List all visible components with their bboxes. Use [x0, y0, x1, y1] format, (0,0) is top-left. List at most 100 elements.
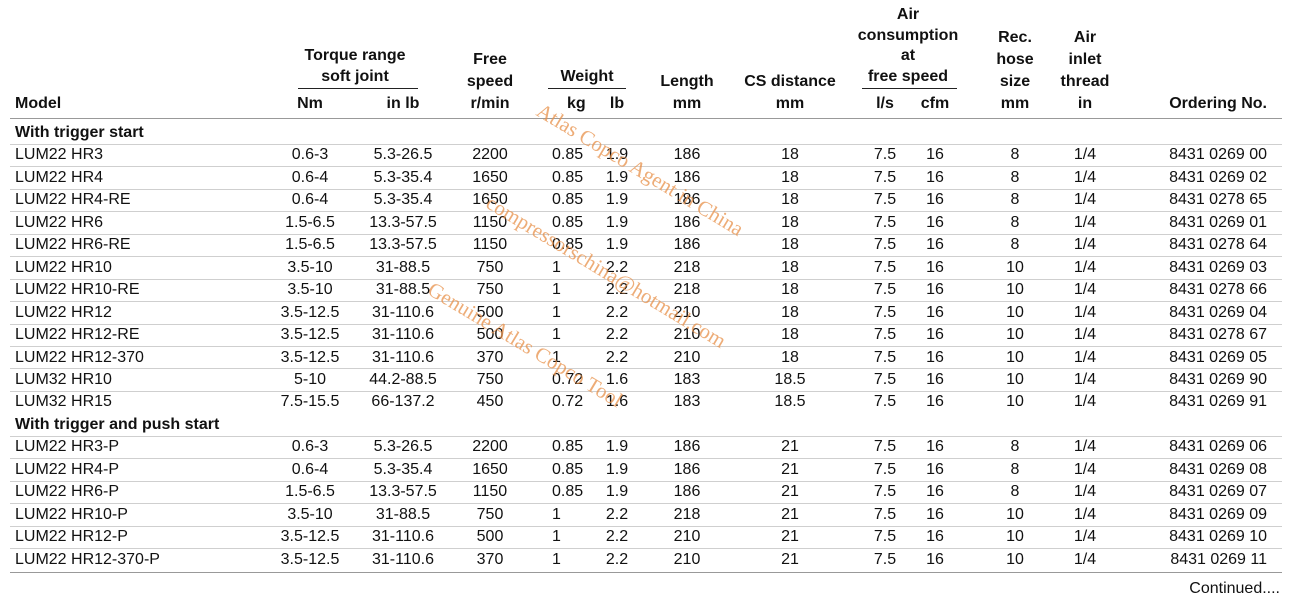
row-rule [10, 435, 1282, 437]
table-cell: 1 [552, 303, 561, 321]
table-cell: 186 [673, 483, 701, 501]
table-cell: 21 [781, 438, 799, 456]
table-cell: 186 [673, 236, 701, 254]
table-cell: 2.2 [605, 303, 629, 321]
table-cell: 7.5 [873, 438, 897, 456]
table-cell: 8431 0269 10 [1169, 528, 1267, 546]
table-cell: 18 [781, 168, 799, 186]
table-cell: 7.5 [873, 348, 897, 366]
table-cell: LUM22 HR12-P [15, 528, 128, 546]
table-cell: 2200 [472, 146, 508, 164]
watermark: Genuine Atlas Copco Tool [423, 276, 627, 413]
table-cell: 18 [781, 146, 799, 164]
table-cell: 16 [926, 550, 944, 568]
table-cell: 13.3-57.5 [369, 236, 437, 254]
header-cell: hose [996, 51, 1034, 68]
table-cell: LUM22 HR4 [15, 168, 104, 186]
table-cell: 1.9 [605, 460, 629, 478]
table-cell: 8431 0269 02 [1169, 168, 1267, 186]
table-cell: 16 [926, 303, 944, 321]
header-cell: Free [473, 51, 507, 68]
table-cell: 750 [476, 281, 504, 299]
table-cell: 1.6 [605, 370, 629, 388]
table-cell: 0.72 [552, 393, 584, 411]
table-cell: 1/4 [1073, 393, 1097, 411]
table-cell: 0.85 [552, 438, 584, 456]
table-cell: 16 [926, 191, 944, 209]
header-group: Weight [560, 68, 614, 85]
table-cell: 0.85 [552, 146, 584, 164]
row-rule [10, 301, 1282, 303]
table-cell: 1.9 [605, 438, 629, 456]
table-cell: 10 [1006, 281, 1024, 299]
table-cell: LUM32 HR15 [15, 393, 112, 411]
header-cell: thread [1060, 73, 1110, 90]
table-cell: 7.5 [873, 370, 897, 388]
table-cell: 210 [673, 326, 701, 344]
header-group: Torque range [304, 47, 406, 65]
table-cell: 8431 0269 04 [1169, 303, 1267, 321]
table-cell: 8431 0269 09 [1169, 505, 1267, 523]
table-cell: 7.5 [873, 528, 897, 546]
table-cell: 7.5-15.5 [280, 393, 340, 411]
table-cell: 21 [781, 483, 799, 501]
header-cell: inlet [1068, 51, 1102, 68]
table-cell: 7.5 [873, 236, 897, 254]
table-cell: 8431 0278 65 [1169, 191, 1267, 209]
table-cell: 10 [1006, 505, 1024, 523]
table-cell: 31-110.6 [372, 550, 434, 568]
header-cell: r/min [470, 95, 510, 112]
table-cell: 1.9 [605, 236, 629, 254]
table-cell: 18 [781, 258, 799, 276]
row-rule [10, 525, 1282, 527]
table-cell: 18 [781, 348, 799, 366]
table-cell: 1.5-6.5 [285, 236, 335, 254]
row-rule [10, 188, 1282, 190]
table-cell: 31-88.5 [375, 505, 431, 523]
table-cell: 8431 0269 01 [1169, 213, 1267, 231]
table-cell: 8 [1010, 438, 1020, 456]
table-cell: 2.2 [605, 505, 629, 523]
table-cell: 210 [673, 348, 701, 366]
table-cell: 7.5 [873, 303, 897, 321]
table-cell: 1150 [472, 213, 508, 231]
header-cell: l/s [876, 95, 894, 112]
table-cell: 1.5-6.5 [285, 483, 335, 501]
row-rule [10, 256, 1282, 258]
table-cell: LUM22 HR12-RE [15, 326, 140, 344]
row-rule [10, 143, 1282, 145]
table-cell: 7.5 [873, 550, 897, 568]
table-cell: 16 [926, 281, 944, 299]
footer-note: Continued.... [1189, 580, 1280, 597]
table-cell: 8 [1010, 236, 1020, 254]
table-cell: 16 [926, 348, 944, 366]
table-cell: 31-110.6 [372, 528, 434, 546]
table-cell: 16 [926, 213, 944, 231]
table-cell: 18 [781, 326, 799, 344]
table-cell: 8431 0269 03 [1169, 258, 1267, 276]
table-cell: 1 [552, 505, 561, 523]
header-cell: in lb [386, 95, 420, 112]
table-cell: LUM22 HR10 [15, 258, 112, 276]
table-cell: 5.3-35.4 [373, 168, 433, 186]
table-cell: 5.3-26.5 [373, 438, 433, 456]
table-cell: 1 [552, 281, 561, 299]
table-cell: 8431 0269 08 [1169, 460, 1267, 478]
table-cell: 210 [673, 303, 701, 321]
table-cell: 8431 0269 07 [1169, 483, 1267, 501]
table-cell: 1/4 [1073, 348, 1097, 366]
table-cell: 1650 [472, 460, 508, 478]
table-cell: 31-110.6 [372, 326, 434, 344]
table-cell: 1150 [472, 483, 508, 501]
table-cell: 1650 [472, 191, 508, 209]
table-cell: 3.5-10 [287, 281, 333, 299]
table-cell: LUM22 HR6-P [15, 483, 120, 501]
table-cell: 1 [552, 348, 561, 366]
table-cell: 8 [1010, 483, 1020, 501]
table-cell: 1/4 [1073, 370, 1097, 388]
table-cell: 186 [673, 213, 701, 231]
header-cell: Ordering No. [1169, 95, 1267, 112]
table-cell: 7.5 [873, 168, 897, 186]
table-cell: 5.3-35.4 [373, 460, 433, 478]
header-group: Air [896, 5, 920, 23]
